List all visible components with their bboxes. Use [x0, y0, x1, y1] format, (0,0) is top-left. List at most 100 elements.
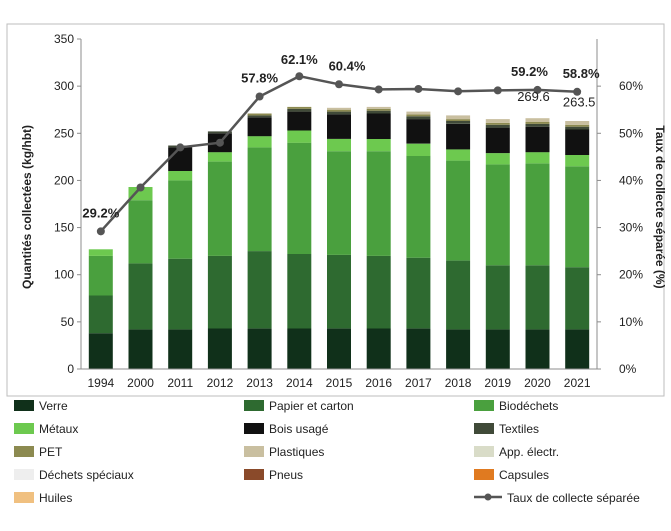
- y2-tick-label: 0%: [619, 362, 637, 376]
- bar-segment: [406, 257, 431, 329]
- rate-data-label: 59.2%: [511, 64, 548, 79]
- bar-segment: [207, 152, 232, 162]
- total-data-label: 263.5: [563, 95, 596, 110]
- y-tick-label: 100: [54, 268, 74, 282]
- bar-segment: [406, 111, 431, 115]
- legend-label: PET: [39, 445, 63, 459]
- y-tick-label: 0: [67, 362, 74, 376]
- legend-label: Métaux: [39, 422, 78, 436]
- legend-label: Plastiques: [269, 445, 324, 459]
- bar-segment: [287, 106, 312, 109]
- bar-segment: [327, 114, 351, 139]
- bar-segment: [525, 329, 550, 369]
- bar-segment: [366, 108, 391, 111]
- rate-point: [136, 183, 145, 192]
- bar-segment: [485, 122, 510, 125]
- legend-swatch: [14, 423, 34, 434]
- bar-segment: [247, 147, 272, 252]
- rate-point: [255, 92, 264, 101]
- legend-swatch: [244, 446, 264, 457]
- legend-label: Bois usagé: [269, 422, 329, 436]
- x-tick-label: 1994: [87, 376, 114, 390]
- bar-segment: [406, 143, 431, 156]
- y2-axis-title: Taux de collecte séparée (%): [653, 125, 667, 288]
- rate-data-label: 29.2%: [82, 205, 119, 220]
- bar-segment: [287, 108, 312, 112]
- rate-data-label: 57.8%: [241, 71, 278, 86]
- bar-segment: [525, 122, 550, 124]
- bar-segment: [446, 119, 471, 121]
- y-tick-label: 150: [54, 221, 74, 235]
- legend-swatch: [474, 446, 494, 457]
- bar-segment: [327, 109, 351, 112]
- bar-segment: [88, 249, 113, 256]
- bar-segment: [287, 254, 312, 329]
- bar-segment: [88, 295, 113, 334]
- bar-segment: [327, 151, 351, 255]
- rate-point: [493, 86, 502, 95]
- bar-segment: [446, 123, 471, 150]
- x-tick-label: 2015: [326, 376, 353, 390]
- rate-point: [454, 87, 463, 96]
- y-axis-title: Quantités collectées (kg/hbt): [20, 125, 34, 289]
- bar-segment: [88, 255, 113, 296]
- bar-segment: [565, 124, 590, 127]
- bars-layer: [88, 106, 590, 369]
- bar-segment: [88, 333, 113, 369]
- y2-tick-label: 40%: [619, 173, 643, 187]
- bar-segment: [168, 258, 193, 330]
- bar-segment: [128, 263, 153, 330]
- bar-segment: [446, 149, 471, 161]
- y2-tick-label: 10%: [619, 315, 643, 329]
- rate-point: [374, 85, 383, 94]
- bar-segment: [485, 127, 510, 154]
- x-tick-label: 2020: [524, 376, 551, 390]
- rate-point: [335, 80, 343, 89]
- bar-segment: [327, 111, 351, 115]
- bar-segment: [525, 123, 550, 127]
- bar-segment: [446, 160, 471, 261]
- bar-segment: [207, 328, 232, 369]
- legend-label: Verre: [39, 399, 68, 413]
- bar-segment: [406, 116, 431, 120]
- x-tick-label: 2016: [365, 376, 392, 390]
- bar-segment: [485, 124, 510, 128]
- bar-segment: [366, 138, 391, 152]
- bar-segment: [287, 130, 312, 143]
- legend-swatch: [244, 469, 264, 480]
- bar-segment: [366, 151, 391, 256]
- bar-segment: [207, 161, 232, 256]
- bar-segment: [287, 328, 312, 369]
- y-tick-label: 300: [54, 79, 74, 93]
- rate-point: [573, 87, 582, 96]
- legend-label: Pneus: [269, 468, 303, 482]
- bar-segment: [287, 142, 312, 254]
- bar-segment: [327, 254, 351, 329]
- x-tick-label: 2021: [564, 376, 591, 390]
- bar-segment: [446, 329, 471, 369]
- y-tick-label: 350: [54, 32, 74, 46]
- bar-segment: [485, 329, 510, 369]
- legend-label: Capsules: [499, 468, 549, 482]
- rate-point: [533, 85, 542, 94]
- bar-segment: [247, 115, 272, 118]
- bar-segment: [168, 180, 193, 259]
- legend-label: Huiles: [39, 491, 72, 505]
- bar-segment: [485, 119, 510, 123]
- bar-segment: [366, 328, 391, 369]
- bar-segment: [525, 152, 550, 164]
- bar-segment: [247, 251, 272, 329]
- bar-segment: [525, 265, 550, 330]
- legend-label: Déchets spéciaux: [39, 468, 134, 482]
- bar-segment: [565, 155, 590, 167]
- legend-swatch: [14, 492, 34, 503]
- legend-swatch: [244, 400, 264, 411]
- bar-segment: [247, 117, 272, 137]
- bar-segment: [247, 136, 272, 148]
- bar-segment: [446, 121, 471, 124]
- legend-label: Papier et carton: [269, 399, 354, 413]
- bar-segment: [327, 107, 351, 110]
- bar-segment: [207, 131, 232, 134]
- y2-tick-label: 20%: [619, 268, 643, 282]
- bar-segment: [565, 329, 590, 369]
